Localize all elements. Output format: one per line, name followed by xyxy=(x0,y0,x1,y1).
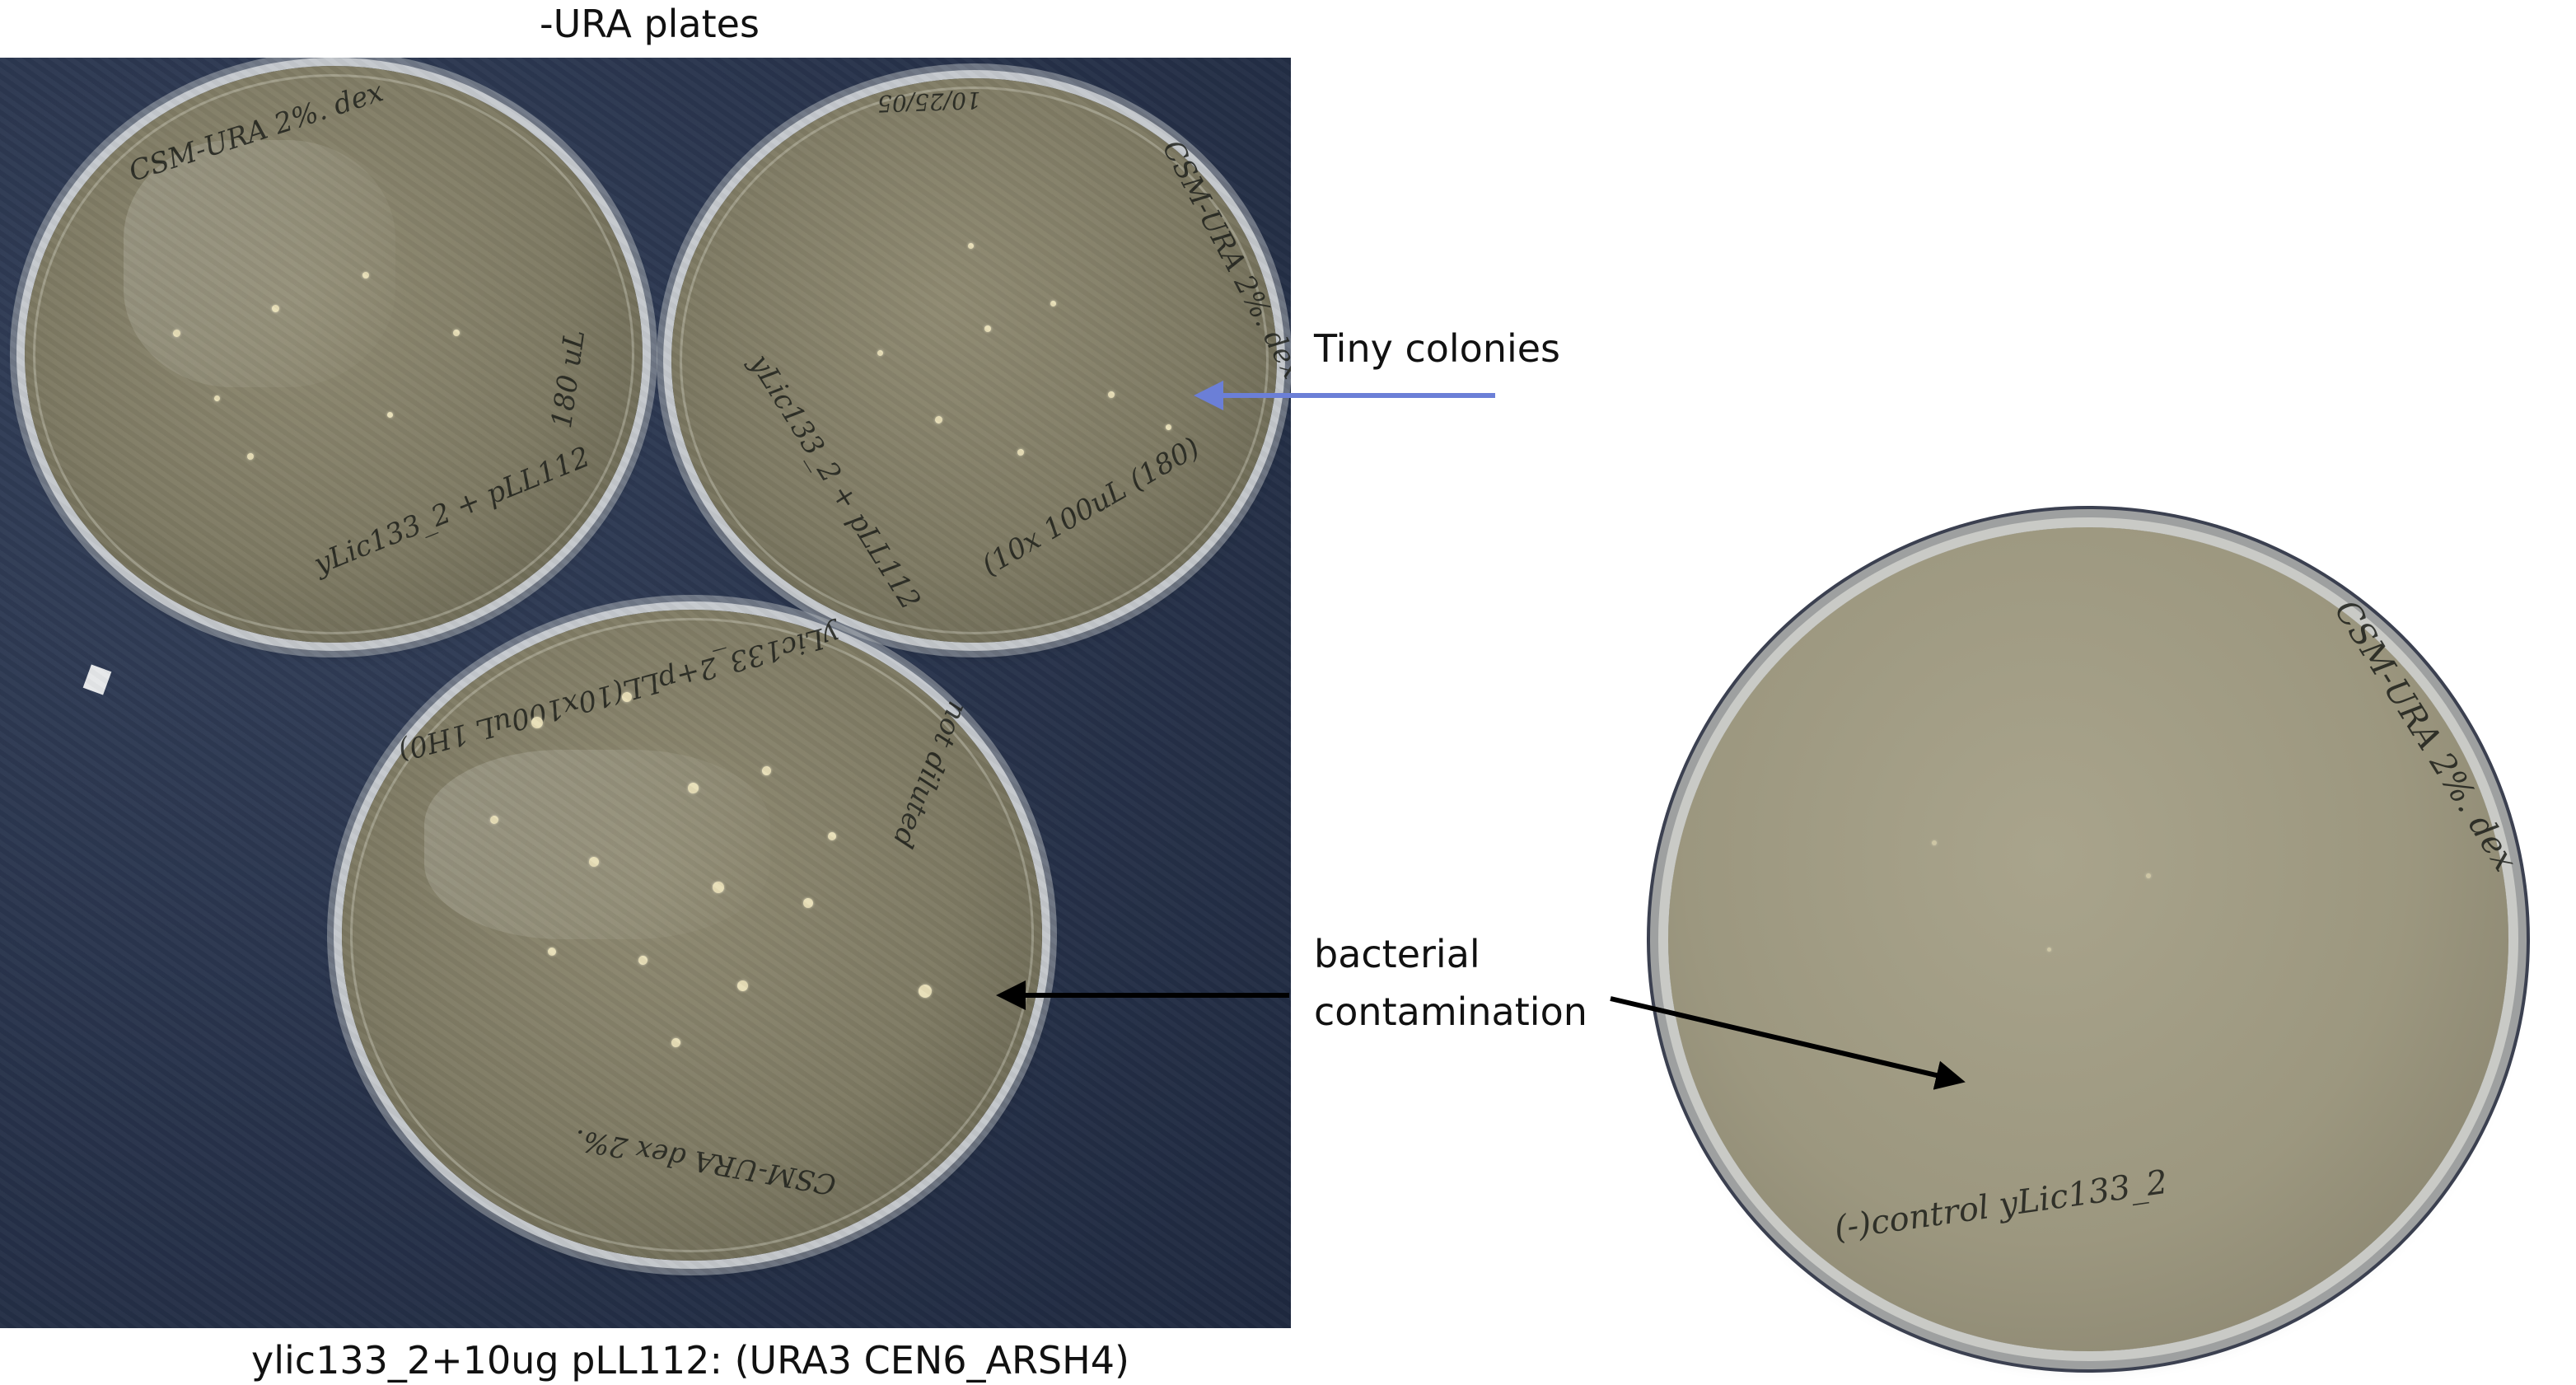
plate-glare xyxy=(124,140,395,387)
colony xyxy=(688,783,699,793)
bacterial-contamination-label-line2: contamination xyxy=(1314,990,1587,1034)
colony xyxy=(1017,449,1024,456)
colony xyxy=(968,243,974,249)
colony xyxy=(935,416,942,423)
colony xyxy=(803,898,813,908)
colony xyxy=(548,948,556,956)
colony xyxy=(173,330,180,337)
foil-scrap xyxy=(82,664,112,695)
colony xyxy=(919,985,932,998)
colony xyxy=(2146,873,2151,878)
colony xyxy=(1108,391,1115,398)
top-title: -URA plates xyxy=(540,2,760,46)
colony xyxy=(2047,948,2051,952)
left-photo-three-plates: CSM-URA 2%. dex 180 uL yLic133_2 + pLL11… xyxy=(0,58,1291,1328)
plate-label-control: (-)control yLic133_2 xyxy=(1831,1163,2171,1248)
colony xyxy=(1166,424,1171,430)
colony xyxy=(387,412,393,418)
colony xyxy=(638,956,648,965)
plate-glare xyxy=(424,750,770,939)
plate-right-control: CSM-URA 2%. dex (-)control yLic133_2 xyxy=(1668,527,2524,1351)
colony xyxy=(1050,301,1056,306)
colony xyxy=(531,717,543,728)
bottom-caption: ylic133_2+10ug pLL112: (URA3 CEN6_ARSH4) xyxy=(251,1338,1129,1383)
colony xyxy=(762,766,771,775)
colony xyxy=(671,1038,680,1047)
colony xyxy=(272,305,279,312)
tiny-colonies-label: Tiny colonies xyxy=(1314,326,1561,371)
colony xyxy=(737,980,748,991)
colony xyxy=(214,395,220,401)
plate-top-right: 10/25/05 CSM-URA 2%. dex yLic133_2 + pLL… xyxy=(671,78,1291,643)
colony xyxy=(984,325,991,332)
colony xyxy=(490,816,498,824)
colony xyxy=(828,832,836,840)
colony xyxy=(453,330,460,336)
colony xyxy=(247,453,254,460)
plate-rim xyxy=(33,74,634,634)
plate-label-rim: CSM-URA 2%. dex xyxy=(2326,593,2525,878)
colony xyxy=(877,350,883,356)
plate-bottom: yLic133_2+pLL(10x100uL 1H0) not diluted … xyxy=(342,610,1042,1261)
colony xyxy=(362,272,369,278)
plate-top-left: CSM-URA 2%. dex 180 uL yLic133_2 + pLL11… xyxy=(25,66,643,643)
colony xyxy=(1932,840,1937,845)
colony xyxy=(589,857,599,867)
plate-rim xyxy=(350,618,1034,1252)
plate-label-date: 10/25/05 xyxy=(877,86,982,118)
plate-rim xyxy=(680,87,1269,634)
colony xyxy=(713,882,724,893)
colony xyxy=(622,692,632,702)
bacterial-contamination-label-line1: bacterial xyxy=(1314,932,1480,976)
